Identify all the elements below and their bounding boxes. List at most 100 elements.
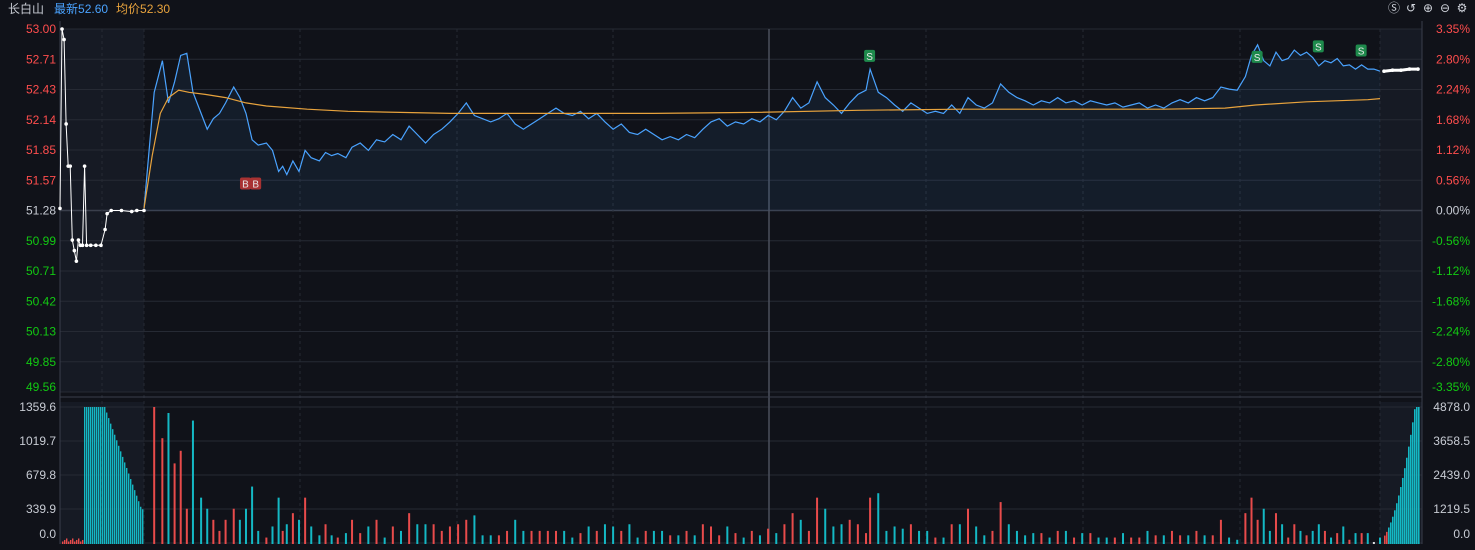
auction-point (105, 211, 109, 216)
volume-bar (807, 530, 810, 544)
volume-bar (726, 526, 729, 544)
volume-bar (1179, 535, 1182, 544)
post-auction-volume-bar (1406, 457, 1408, 544)
trade-marker-label: S (866, 52, 873, 63)
volume-bar (457, 524, 460, 544)
volume-bar (318, 535, 321, 544)
volume-bar (399, 530, 402, 544)
volume-bar (1268, 530, 1271, 544)
auction-volume-bar (104, 407, 106, 544)
settings-icon[interactable]: ⚙ (1456, 1, 1468, 15)
auction-volume-bar (72, 538, 74, 544)
volume-bar (336, 537, 339, 544)
volume-bar (865, 533, 868, 544)
volume-bar (734, 533, 737, 544)
volume-tick-label: 0.0 (39, 527, 56, 541)
auction-volume-bar (114, 434, 116, 544)
volume-bar (1081, 533, 1084, 544)
currency-icon[interactable]: Ⓢ (1387, 1, 1400, 15)
percent-tick-label: -2.24% (1432, 325, 1470, 339)
undo-icon[interactable]: ↺ (1405, 1, 1417, 15)
volume-bar (1366, 533, 1369, 544)
volume-bar (816, 497, 819, 544)
auction-point (88, 243, 93, 248)
volume-bar (1281, 524, 1284, 544)
zoom-in-icon[interactable]: ⊕ (1422, 1, 1434, 15)
auction-point (135, 208, 139, 213)
auction-point (99, 243, 103, 248)
volume-bar (595, 530, 598, 544)
volume-bar (1299, 530, 1302, 544)
volume-bar (1305, 535, 1308, 544)
volume-bar (489, 535, 492, 544)
stock-name: 长白山 (8, 2, 45, 16)
volume-tick-label-right: 1219.5 (1433, 502, 1470, 516)
auction-volume-bar (62, 541, 64, 544)
auction-volume-bar (128, 473, 130, 544)
volume-bar (587, 526, 590, 544)
average-price-value: 52.30 (140, 2, 171, 16)
price-tick-label: 50.99 (26, 234, 56, 248)
volume-bar (1097, 537, 1100, 544)
post-auction-volume-bar (1390, 522, 1392, 544)
volume-bar (218, 530, 221, 544)
auction-volume-bar (68, 541, 70, 544)
post-auction-point (1416, 67, 1420, 71)
volume-bar (1138, 537, 1141, 544)
auction-point (70, 238, 75, 242)
volume-bar (232, 508, 235, 544)
volume-bar (1089, 533, 1092, 544)
post-auction-volume-bar (1418, 407, 1420, 544)
price-tick-label: 51.28 (26, 204, 56, 218)
volume-tick-label-right: 0.0 (1453, 527, 1470, 541)
volume-bar (885, 530, 888, 544)
volume-bar (304, 497, 307, 544)
volume-bar (161, 438, 164, 544)
volume-bar (832, 526, 835, 544)
auction-volume-bar (102, 407, 104, 544)
volume-bar (1122, 533, 1125, 544)
volume-bar (432, 524, 435, 544)
auction-volume-bar (98, 407, 100, 544)
volume-bar (191, 420, 194, 544)
volume-bar (1154, 535, 1157, 544)
percent-tick-label: -3.35% (1432, 380, 1470, 394)
volume-bar (1130, 537, 1133, 544)
auction-volume-bar (130, 479, 132, 544)
volume-bar (848, 519, 851, 544)
trade-marker-label: S (1358, 47, 1365, 58)
post-auction-volume-bar (1394, 510, 1396, 544)
trade-marker-buy (239, 177, 251, 190)
volume-bar (1195, 530, 1198, 544)
latest-price-value: 52.60 (78, 2, 109, 16)
volume-bar (1064, 530, 1067, 544)
auction-volume-bar (94, 407, 96, 544)
volume-bar (244, 508, 247, 544)
volume-bar (522, 530, 525, 544)
volume-bar (1105, 537, 1108, 544)
auction-volume-bar (106, 412, 108, 544)
volume-bar (277, 497, 280, 544)
volume-bar (281, 530, 284, 544)
volume-bar (530, 530, 533, 544)
volume-bar (799, 519, 802, 544)
volume-bar (185, 508, 188, 544)
volume-bar (758, 535, 761, 544)
volume-bar (718, 535, 721, 544)
auction-volume-bar (122, 456, 124, 544)
auction-point (84, 243, 89, 248)
volume-bar (901, 528, 904, 544)
auction-volume-bar (66, 538, 68, 544)
trade-marker-sell (1251, 50, 1263, 63)
auction-volume-bar (96, 407, 98, 544)
post-auction-volume-bar (1408, 446, 1410, 544)
auction-point (80, 243, 85, 248)
auction-volume-bar (126, 467, 128, 544)
volume-bar (344, 533, 347, 544)
volume-bar (265, 537, 268, 544)
volume-bar (1211, 535, 1214, 544)
zoom-out-icon[interactable]: ⊖ (1439, 1, 1451, 15)
average-price-label: 均价 (116, 2, 141, 16)
price-tick-label: 52.71 (26, 52, 56, 66)
trade-marker-sell (1312, 40, 1324, 53)
